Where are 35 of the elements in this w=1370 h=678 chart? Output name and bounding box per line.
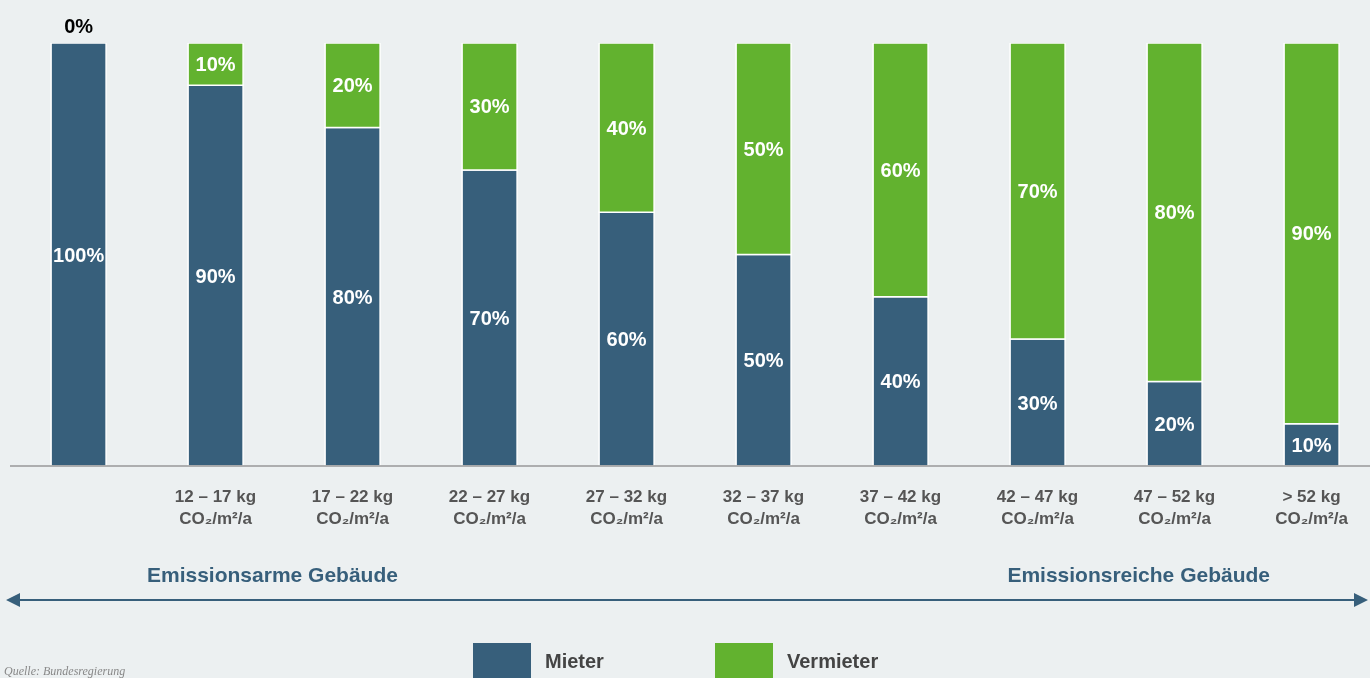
- data-label: 40%: [606, 116, 647, 139]
- data-label: 10%: [195, 53, 236, 76]
- data-label: 20%: [332, 74, 373, 97]
- data-label: 80%: [1154, 201, 1195, 224]
- data-label: 30%: [469, 95, 510, 118]
- x-tick-label: 12 – 17 kg CO₂/m²/a: [174, 487, 257, 528]
- data-label: 60%: [880, 158, 921, 181]
- data-label: 10%: [1291, 433, 1332, 456]
- bar: [50, 43, 107, 466]
- x-tick-label: 17 – 22 kg CO₂/m²/a: [311, 487, 394, 528]
- x-tick-label: 32 – 37 kg CO₂/m²/a: [722, 487, 805, 528]
- legend-label: Mieter: [545, 649, 605, 673]
- data-label: 30%: [1017, 391, 1058, 414]
- data-label: 70%: [469, 306, 510, 329]
- data-label: 70%: [1017, 180, 1058, 203]
- legend-label: Vermieter: [787, 649, 880, 673]
- data-label: 0%: [64, 15, 94, 37]
- data-label: 90%: [195, 264, 236, 287]
- data-label: 60%: [606, 328, 647, 351]
- x-tick-label: > 52 kg CO₂/m²/a: [1275, 487, 1349, 528]
- text: Emissionsreiche Gebäude: [1007, 563, 1270, 587]
- text: Emissionsarme Gebäude: [147, 563, 398, 587]
- x-tick-label: 47 – 52 kg CO₂/m²/a: [1133, 487, 1216, 528]
- x-tick-label: 42 – 47 kg CO₂/m²/a: [996, 487, 1079, 528]
- x-tick-label: 37 – 42 kg CO₂/m²/a: [859, 487, 942, 528]
- data-label: 50%: [743, 137, 784, 160]
- x-tick-label: 22 – 27 kg CO₂/m²/a: [448, 487, 531, 528]
- data-label: 90%: [1291, 222, 1332, 245]
- data-label: 20%: [1154, 412, 1195, 435]
- data-label: 50%: [743, 349, 784, 372]
- x-tick-label: 27 – 32 kg CO₂/m²/a: [585, 487, 668, 528]
- data-label: 100%: [53, 243, 105, 266]
- data-label: 80%: [332, 285, 373, 308]
- data-label: 40%: [880, 370, 921, 393]
- source-note: Quelle: Bundesregierung: [4, 664, 126, 678]
